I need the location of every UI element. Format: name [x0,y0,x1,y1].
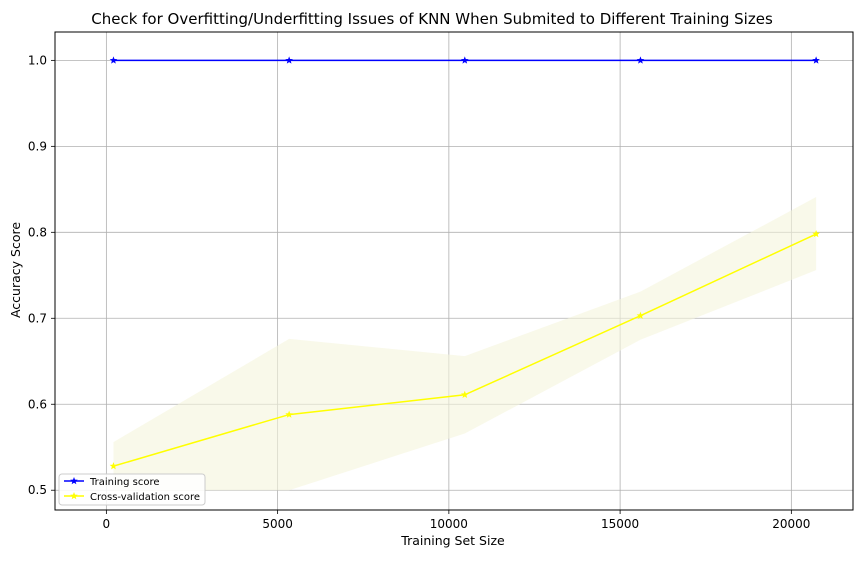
legend-marker-cv [70,492,78,500]
y-tick-label: 0.5 [28,483,47,497]
x-tick-label: 10000 [430,517,468,531]
point-series-0-4 [812,56,820,64]
point-series-1-4 [812,230,820,238]
y-axis-label: Accuracy Score [8,222,23,318]
legend-label-training: Training score [89,477,160,488]
x-axis-label: Training Set Size [400,533,505,548]
point-series-0-0 [109,56,118,64]
x-tick-label: 15000 [601,517,639,531]
x-tick-label: 0 [103,517,111,531]
x-tick-label: 20000 [772,517,810,531]
point-series-0-2 [460,56,469,64]
band-series-1 [113,197,817,491]
legend: Training score Cross-validation score [58,473,206,506]
y-tick-label: 1.0 [28,53,47,67]
chart-title: Check for Overfitting/Underfitting Issue… [91,10,773,28]
legend-marker-training [70,477,78,485]
series-markers [109,56,820,470]
plot-frame [54,31,854,511]
x-axis-ticks: 0 5000 10000 15000 20000 [103,510,810,531]
point-series-0-1 [285,56,293,64]
score-bands [113,197,817,491]
x-tick-label: 5000 [262,517,293,531]
y-tick-label: 0.8 [28,225,47,239]
point-series-1-2 [460,390,469,399]
y-tick-label: 0.9 [28,139,47,153]
legend-box [58,473,206,506]
point-series-1-3 [636,311,645,319]
legend-label-cv: Cross-validation score [90,492,200,503]
y-tick-label: 0.7 [28,311,47,325]
point-series-1-0 [109,462,118,470]
y-axis-ticks: 0.5 0.6 0.7 0.8 0.9 1.0 [28,53,55,497]
y-tick-label: 0.6 [28,397,47,411]
point-series-0-3 [636,56,645,64]
point-series-1-1 [285,410,293,418]
